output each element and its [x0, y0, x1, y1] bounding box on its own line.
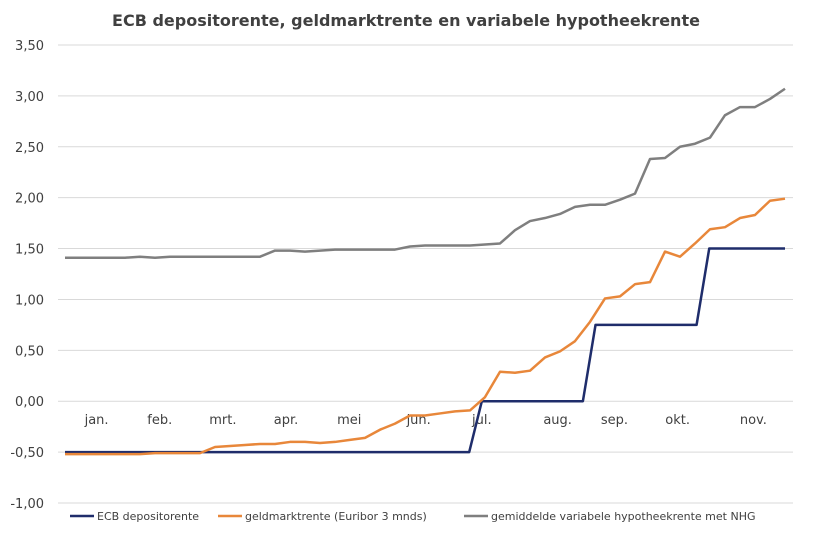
y-tick-label: 1,50 — [15, 243, 44, 258]
series-lines — [64, 87, 786, 456]
y-tick-label: 3,50 — [15, 39, 44, 54]
month-label: sep. — [601, 413, 628, 428]
y-tick-label: 2,00 — [15, 192, 44, 207]
month-label: apr. — [274, 413, 299, 428]
legend-item: ECB depositorente — [70, 510, 199, 523]
chart-title: ECB depositorente, geldmarktrente en var… — [112, 11, 700, 30]
month-label: nov. — [740, 413, 767, 428]
month-label: jul. — [471, 413, 492, 428]
month-label: jan. — [84, 413, 109, 428]
month-label: aug. — [543, 413, 572, 428]
y-tick-label: -1,00 — [10, 497, 44, 512]
legend-label: ECB depositorente — [97, 510, 199, 523]
series-2 — [64, 87, 786, 259]
legend-item: gemiddelde variabele hypotheekrente met … — [464, 510, 756, 523]
y-tick-label: 2,50 — [15, 141, 44, 156]
y-tick-label: 1,00 — [15, 293, 44, 308]
month-label: feb. — [147, 413, 172, 428]
month-label: jun. — [406, 413, 431, 428]
y-tick-label: 0,50 — [15, 344, 44, 359]
month-label: mrt. — [209, 413, 236, 428]
month-labels: jan. feb. mrt. apr. mei jun. jul. aug. sep. okt. n… — [84, 413, 767, 428]
legend-item: geldmarktrente (Euribor 3 mnds) — [218, 510, 427, 523]
y-tick-label: 0,00 — [15, 395, 44, 410]
month-label: mei — [337, 413, 361, 428]
y-axis-tick-labels: 3,50 3,00 2,50 2,00 1,50 1,00 0,50 0,00 -0,50 -1,… — [10, 39, 44, 512]
y-tick-label: -0,50 — [10, 446, 44, 461]
y-tick-label: 3,00 — [15, 90, 44, 105]
series-line — [65, 87, 786, 259]
gridlines — [58, 44, 793, 504]
legend: ECB depositorente geldmarktrente (Euribor… — [70, 510, 756, 523]
month-label: okt. — [665, 413, 690, 428]
legend-label: geldmarktrente (Euribor 3 mnds) — [245, 510, 427, 523]
legend-label: gemiddelde variabele hypotheekrente met … — [491, 510, 756, 523]
series-1 — [64, 197, 786, 456]
